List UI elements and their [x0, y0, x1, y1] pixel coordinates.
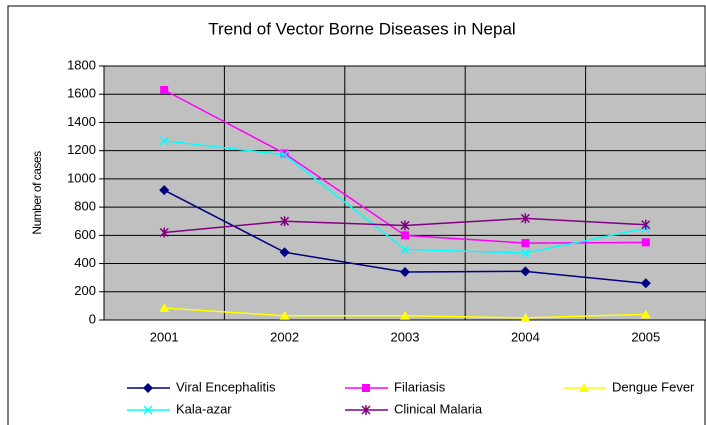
marker [143, 383, 153, 393]
marker [520, 312, 531, 322]
y-tick-label: 1600 [67, 86, 96, 101]
marker [280, 150, 290, 160]
marker [641, 219, 651, 230]
y-tick-label: 400 [74, 255, 96, 270]
marker [280, 149, 289, 158]
marker [160, 85, 169, 94]
legend-label: Viral Encephalitis [176, 379, 276, 394]
y-tick-label: 600 [74, 227, 96, 242]
marker [579, 383, 589, 392]
marker [640, 309, 651, 319]
marker [159, 303, 170, 313]
marker [159, 227, 169, 238]
y-tick-label: 1000 [67, 170, 96, 185]
marker [520, 213, 530, 224]
x-tick-label: 2004 [511, 329, 540, 344]
marker [280, 216, 290, 227]
y-tick-label: 1200 [67, 142, 96, 157]
x-tick-label: 2003 [391, 329, 420, 344]
x-tick-label: 2002 [270, 329, 299, 344]
y-axis-label: Number of cases [30, 151, 44, 235]
marker [361, 405, 371, 415]
chart-title: Trend of Vector Borne Diseases in Nepal [208, 19, 515, 38]
marker [400, 220, 410, 231]
plot-area [103, 65, 706, 321]
y-tick-label: 1400 [67, 114, 96, 129]
marker [520, 266, 531, 277]
marker [400, 267, 410, 278]
marker [521, 239, 530, 248]
marker [159, 136, 169, 146]
marker [143, 405, 153, 415]
marker [401, 231, 409, 240]
marker [159, 185, 170, 196]
y-tick-label: 1800 [67, 57, 96, 72]
legend-label: Clinical Malaria [394, 401, 483, 416]
y-tick-label: 800 [74, 199, 96, 214]
marker [362, 384, 370, 392]
marker [400, 310, 410, 320]
legend-label: Kala-azar [176, 401, 232, 416]
x-tick-label: 2005 [631, 329, 660, 344]
marker [279, 247, 290, 258]
x-tick-label: 2001 [150, 329, 179, 344]
marker [641, 238, 650, 247]
marker [279, 310, 290, 320]
marker [400, 244, 410, 254]
y-tick-label: 200 [74, 283, 96, 298]
legend-label: Filariasis [394, 379, 446, 394]
marker [640, 278, 651, 289]
marker [520, 248, 530, 258]
y-tick-label: 0 [89, 311, 96, 326]
legend-label: Dengue Fever [612, 379, 695, 394]
